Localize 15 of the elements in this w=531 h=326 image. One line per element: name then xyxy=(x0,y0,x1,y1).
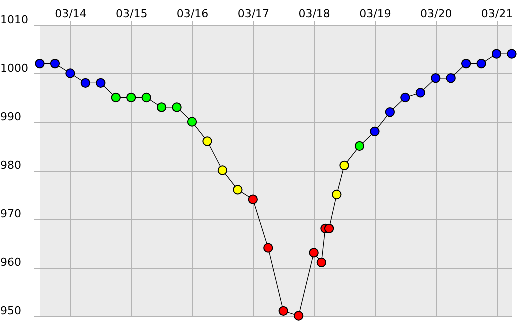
y-tick-label: 950 xyxy=(0,304,22,318)
x-tick-label: 03/14 xyxy=(55,8,87,20)
x-tick-label: 03/19 xyxy=(360,8,392,20)
x-tick-label: 03/18 xyxy=(298,8,330,20)
x-tick-label: 03/16 xyxy=(176,8,209,20)
y-tick-label: 980 xyxy=(0,159,22,172)
x-tick-label: 03/20 xyxy=(420,8,452,20)
y-tick-label: 960 xyxy=(0,256,22,269)
y-tick-label: 990 xyxy=(0,110,22,124)
x-tick-label: 03/15 xyxy=(116,8,148,20)
y-tick-label: 1000 xyxy=(0,62,28,75)
x-tick-label: 03/21 xyxy=(481,8,514,20)
x-tick-label: 03/17 xyxy=(238,8,270,20)
y-tick-label: 1010 xyxy=(0,14,28,26)
y-tick-label: 970 xyxy=(0,208,22,220)
